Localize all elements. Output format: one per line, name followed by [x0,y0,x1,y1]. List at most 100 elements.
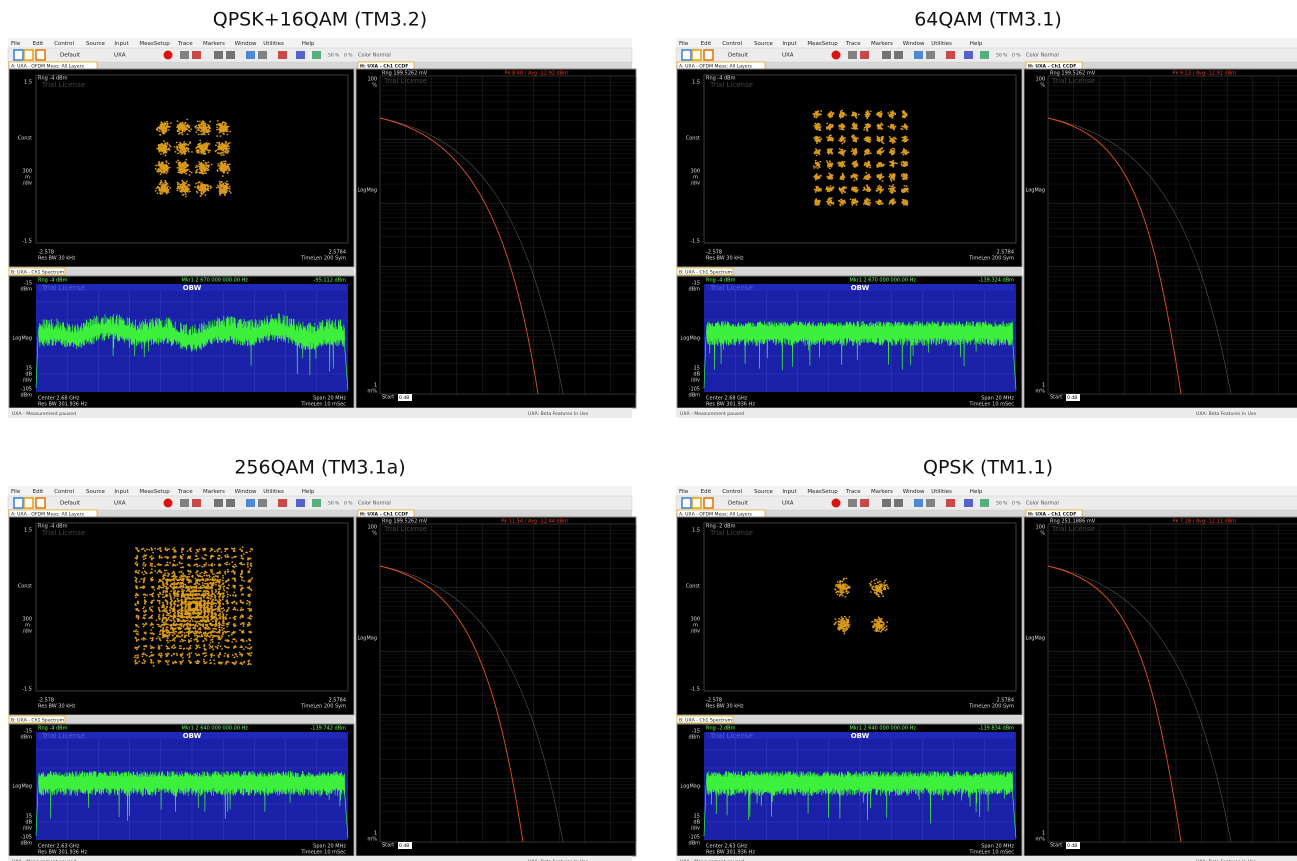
menu-item[interactable]: Source [754,41,774,47]
toolbar-icon[interactable] [278,51,287,59]
source-dropdown[interactable]: UXA [782,53,794,59]
menu-item[interactable]: Source [754,489,774,495]
menu-item[interactable]: Help [970,489,983,495]
menu-item[interactable]: Markers [203,489,225,495]
menu-item[interactable]: Source [86,489,106,495]
toolbar-icon[interactable] [246,51,255,59]
toolbar-button[interactable] [682,498,691,508]
menu-item[interactable]: Markers [203,41,225,47]
menu-item[interactable]: Window [235,489,257,495]
toolbar-icon[interactable] [848,499,857,507]
toolbar-icon[interactable] [926,51,935,59]
toolbar-icon[interactable] [914,51,923,59]
menu-item[interactable]: Input [782,489,797,495]
color-scheme[interactable]: Color Normal [358,53,391,59]
menu-item[interactable]: File [679,41,689,47]
menu-item[interactable]: File [679,489,689,495]
menu-item[interactable]: MeasSetup [807,489,838,495]
menu-item[interactable]: Edit [33,489,44,495]
toolbar-icon[interactable] [980,51,989,59]
menu-item[interactable]: Control [722,41,742,47]
preset-dropdown[interactable]: Default [60,501,81,507]
toolbar-icon[interactable] [860,499,869,507]
toolbar-icon[interactable] [258,499,267,507]
toolbar-icon[interactable] [312,499,321,507]
toolbar-icon[interactable] [258,51,267,59]
toolbar-icon[interactable] [312,51,321,59]
toolbar-icon[interactable] [226,499,235,507]
menu-item[interactable]: MeasSetup [807,41,838,47]
toolbar-button[interactable] [692,50,701,60]
menu-item[interactable]: Control [54,41,74,47]
preset-dropdown[interactable]: Default [728,501,749,507]
menu-item[interactable]: Help [970,41,983,47]
color-scheme[interactable]: Color Normal [1026,53,1059,59]
menu-item[interactable]: Window [903,489,925,495]
toolbar-icon[interactable] [894,499,903,507]
record-button[interactable] [164,51,173,60]
toolbar-icon[interactable] [180,51,189,59]
toolbar-button[interactable] [14,498,23,508]
menu-item[interactable]: Edit [701,41,712,47]
toolbar-icon[interactable] [964,51,973,59]
color-scheme[interactable]: Color Normal [358,501,391,507]
toolbar-icon[interactable] [180,499,189,507]
menu-item[interactable]: Trace [177,489,193,495]
toolbar-icon[interactable] [296,51,305,59]
source-dropdown[interactable]: UXA [114,53,126,59]
menu-item[interactable]: Control [54,489,74,495]
toolbar-icon[interactable] [192,499,201,507]
menu-item[interactable]: Source [86,41,106,47]
menu-item[interactable]: Edit [33,41,44,47]
toolbar-icon[interactable] [946,51,955,59]
preset-dropdown[interactable]: Default [60,53,81,59]
toolbar-icon[interactable] [246,499,255,507]
toolbar-icon[interactable] [860,51,869,59]
menu-item[interactable]: MeasSetup [139,41,170,47]
toolbar-button[interactable] [24,50,33,60]
preset-dropdown[interactable]: Default [728,53,749,59]
toolbar-icon[interactable] [964,499,973,507]
toolbar-button[interactable] [14,50,23,60]
menu-item[interactable]: Utilities [263,41,284,47]
toolbar-button[interactable] [682,50,691,60]
record-button[interactable] [832,499,841,508]
menu-item[interactable]: Trace [177,41,193,47]
menu-item[interactable]: File [11,489,21,495]
toolbar-icon[interactable] [278,499,287,507]
menu-item[interactable]: File [11,41,21,47]
menu-item[interactable]: Trace [845,489,861,495]
menu-item[interactable]: Input [782,41,797,47]
menu-item[interactable]: Utilities [931,489,952,495]
toolbar-icon[interactable] [192,51,201,59]
menu-item[interactable]: Markers [871,489,893,495]
toolbar-button[interactable] [704,50,713,60]
color-scheme[interactable]: Color Normal [1026,501,1059,507]
menu-item[interactable]: Markers [871,41,893,47]
toolbar-icon[interactable] [214,51,223,59]
toolbar-icon[interactable] [894,51,903,59]
toolbar-button[interactable] [24,498,33,508]
menu-item[interactable]: Control [722,489,742,495]
menu-item[interactable]: Utilities [931,41,952,47]
menu-item[interactable]: Window [903,41,925,47]
record-button[interactable] [832,51,841,60]
menu-item[interactable]: Help [302,41,315,47]
toolbar-icon[interactable] [926,499,935,507]
toolbar-icon[interactable] [980,499,989,507]
toolbar-icon[interactable] [946,499,955,507]
toolbar-button[interactable] [692,498,701,508]
toolbar-button[interactable] [36,498,45,508]
toolbar-icon[interactable] [848,51,857,59]
record-button[interactable] [164,499,173,508]
menu-item[interactable]: MeasSetup [139,489,170,495]
menu-item[interactable]: Utilities [263,489,284,495]
source-dropdown[interactable]: UXA [114,501,126,507]
menu-item[interactable]: Edit [701,489,712,495]
toolbar-icon[interactable] [214,499,223,507]
menu-item[interactable]: Window [235,41,257,47]
menu-item[interactable]: Input [114,41,129,47]
toolbar-icon[interactable] [914,499,923,507]
toolbar-icon[interactable] [296,499,305,507]
menu-item[interactable]: Trace [845,41,861,47]
